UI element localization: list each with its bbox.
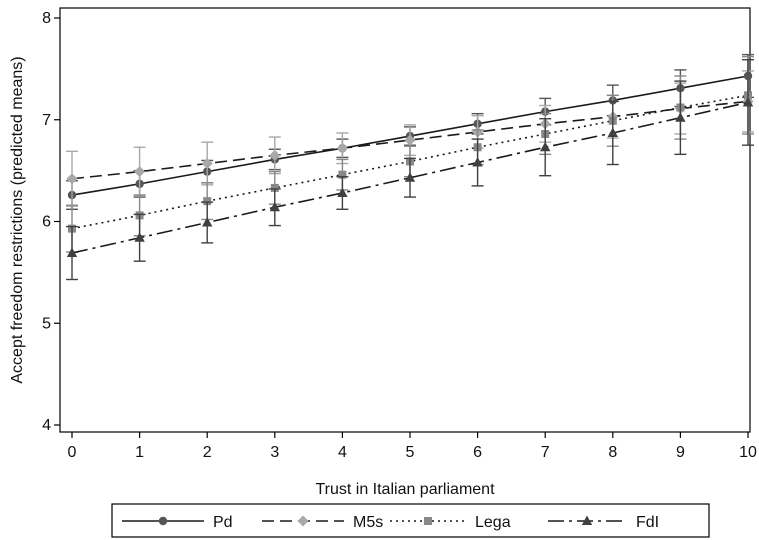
data-point xyxy=(201,158,213,170)
y-tick-label: 6 xyxy=(42,214,51,231)
y-tick-label: 7 xyxy=(42,112,51,129)
series-line xyxy=(71,94,749,230)
x-tick-label: 1 xyxy=(135,444,144,461)
y-tick-label: 8 xyxy=(42,10,51,27)
x-tick-label: 6 xyxy=(473,444,482,461)
legend-marker-fdi xyxy=(581,515,593,525)
legend: Pd M5s Lega FdI xyxy=(111,503,710,538)
x-tick-label: 3 xyxy=(270,444,279,461)
x-tick-label: 9 xyxy=(676,444,685,461)
legend-label-pd: Pd xyxy=(213,514,233,531)
data-point xyxy=(203,197,212,206)
data-point xyxy=(338,170,347,179)
x-tick-label: 7 xyxy=(541,444,550,461)
data-point xyxy=(675,112,686,122)
x-tick-label: 10 xyxy=(739,444,757,461)
data-point xyxy=(472,156,483,167)
x-tick-label: 4 xyxy=(338,444,347,461)
data-point xyxy=(270,183,279,192)
data-point xyxy=(404,134,416,146)
plot-frame xyxy=(59,7,751,433)
x-tick-label: 0 xyxy=(68,444,77,461)
x-tick-label: 8 xyxy=(608,444,617,461)
legend-label-m5s: M5s xyxy=(353,514,383,531)
legend-label-lega: Lega xyxy=(475,514,511,531)
legend-marker-lega xyxy=(424,517,432,525)
data-point xyxy=(134,232,145,242)
y-tick-label: 5 xyxy=(42,315,51,332)
y-tick-label: 4 xyxy=(42,417,51,434)
data-point xyxy=(269,201,280,212)
x-tick-label: 2 xyxy=(203,444,212,461)
series-line xyxy=(71,100,749,180)
series-lega xyxy=(66,55,754,253)
data-point xyxy=(269,149,281,161)
legend-marker-pd xyxy=(158,516,168,526)
data-point xyxy=(66,173,78,185)
data-point xyxy=(607,127,618,137)
y-axis-title: Accept freedom restrictions (predicted m… xyxy=(9,56,26,383)
data-point xyxy=(404,172,416,182)
legend-marker-m5s xyxy=(297,515,309,527)
series-fdi xyxy=(66,59,754,281)
x-tick-label: 5 xyxy=(406,444,415,461)
axes: 4 5 6 7 8 0 1 2 3 4 5 6 7 8 9 10 xyxy=(42,7,757,461)
data-point xyxy=(742,96,754,107)
data-point xyxy=(66,247,78,258)
legend-label-fdi: FdI xyxy=(636,514,659,531)
data-point xyxy=(202,217,213,227)
x-axis-title: Trust in Italian parliament xyxy=(315,481,495,498)
data-point xyxy=(540,141,551,152)
data-point xyxy=(336,142,348,154)
data-point xyxy=(337,187,348,198)
data-point xyxy=(134,166,146,178)
series-layer xyxy=(66,53,754,281)
